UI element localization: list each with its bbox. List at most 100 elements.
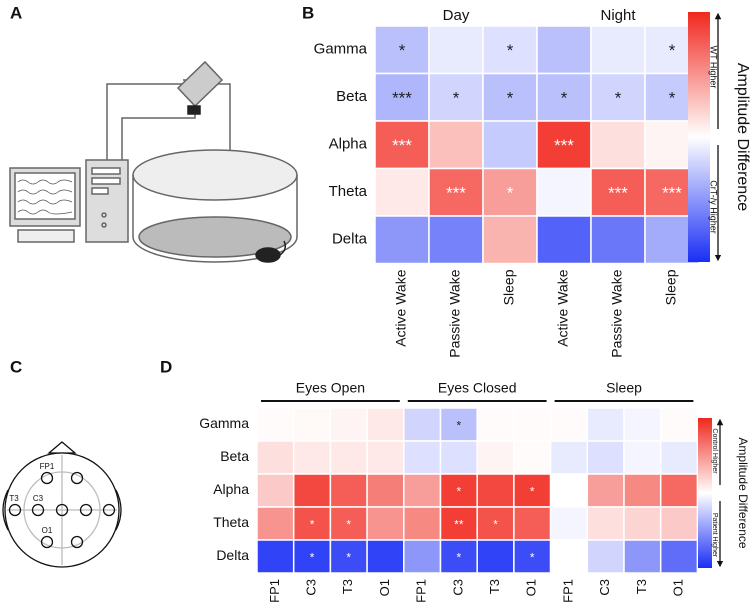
row-label: Theta xyxy=(213,514,249,530)
heatmap-cell xyxy=(428,25,484,75)
heatmap-cell xyxy=(366,473,405,508)
heatmap-cell xyxy=(659,440,699,475)
panel-label: D xyxy=(160,357,172,376)
heatmap-cell xyxy=(256,539,295,574)
heatmap-cell xyxy=(476,440,515,475)
heatmap-cell xyxy=(403,539,442,574)
heatmap-cell xyxy=(366,440,405,475)
group-label: Day xyxy=(443,7,470,24)
significance-label: * xyxy=(561,89,568,108)
heatmap-cell xyxy=(256,440,295,475)
colorbar xyxy=(698,418,712,568)
colorbar-bottom-label: Patient Higher xyxy=(711,513,718,558)
colorbar-bottom-label: CrT-/y Higher xyxy=(709,180,719,234)
heatmap-cell xyxy=(292,473,332,508)
significance-label: *** xyxy=(554,136,574,155)
setup-illustration xyxy=(9,60,298,263)
heatmap-cell xyxy=(374,167,430,217)
significance-label: * xyxy=(346,518,351,532)
column-label: T3 xyxy=(634,579,649,594)
heatmap-cell xyxy=(586,539,625,574)
electrode-label: T3 xyxy=(9,494,19,503)
heatmap-cell xyxy=(623,473,662,508)
significance-label: * xyxy=(457,419,462,433)
significance-label: *** xyxy=(392,89,412,108)
significance-label: * xyxy=(530,551,535,565)
row-label: Alpha xyxy=(329,136,368,153)
heatmap-cell xyxy=(513,473,552,508)
colorbar-top-label: WT Higher xyxy=(709,46,719,89)
significance-label: * xyxy=(507,184,514,203)
row-label: Delta xyxy=(216,547,249,563)
heatmap-cell xyxy=(403,407,442,442)
heatmap-cell xyxy=(292,407,332,442)
column-label: O1 xyxy=(524,579,539,596)
heatmap-cell xyxy=(536,167,592,217)
column-label: Passive Wake xyxy=(609,269,625,357)
column-label: Passive Wake xyxy=(447,269,463,357)
heatmap-cell xyxy=(590,120,646,170)
significance-label: * xyxy=(399,41,406,60)
head-diagram xyxy=(2,441,122,568)
significance-label: *** xyxy=(446,184,466,203)
heatmap-cell xyxy=(366,539,405,574)
heatmap-cell xyxy=(536,215,592,265)
heatmap-cell xyxy=(476,539,515,574)
heatmap-cell xyxy=(659,407,699,442)
heatmap-cell xyxy=(329,539,368,574)
heatmap-cell xyxy=(659,473,699,508)
significance-label: *** xyxy=(392,136,412,155)
panel-label: A xyxy=(10,3,22,22)
heatmap-cell xyxy=(623,407,662,442)
heatmap-cell xyxy=(428,120,484,170)
significance-label: * xyxy=(530,485,535,499)
column-label: FP1 xyxy=(414,579,429,603)
significance-label: *** xyxy=(662,184,682,203)
heatmap-cell xyxy=(374,120,430,170)
heatmap-cell xyxy=(428,215,484,265)
column-label: Sleep xyxy=(663,269,679,305)
column-label: Active Wake xyxy=(393,269,409,346)
heatmap-cell xyxy=(329,407,368,442)
significance-label: * xyxy=(457,485,462,499)
significance-label: * xyxy=(310,551,315,565)
heatmap-cell xyxy=(623,506,662,541)
heatmap-cell xyxy=(292,440,332,475)
significance-label: * xyxy=(457,551,462,565)
heatmap-cell xyxy=(256,407,295,442)
electrode-label: O1 xyxy=(42,526,53,535)
heatmap-cell xyxy=(476,407,515,442)
heatmap-cell xyxy=(374,215,430,265)
heatmap-cell xyxy=(403,506,442,541)
significance-label: * xyxy=(310,518,315,532)
heatmap-cell xyxy=(549,407,589,442)
significance-label: ** xyxy=(454,518,464,532)
column-label: FP1 xyxy=(560,579,575,603)
row-label: Gamma xyxy=(199,415,249,431)
heatmap-cell xyxy=(586,473,625,508)
colorbar-top-label: Control Higher xyxy=(711,428,718,474)
heatmap-cell xyxy=(428,72,484,122)
panel-label: B xyxy=(302,3,314,22)
heatmap-cell xyxy=(513,506,552,541)
column-label: Active Wake xyxy=(555,269,571,346)
electrode-label: C3 xyxy=(33,494,44,503)
heatmap-cell xyxy=(439,539,478,574)
heatmap-cell xyxy=(256,473,295,508)
significance-label: * xyxy=(615,89,622,108)
colorbar-label: Amplitude Difference xyxy=(736,437,750,548)
heatmap-cell xyxy=(482,120,538,170)
heatmap-cell xyxy=(549,473,589,508)
column-label: C3 xyxy=(303,579,318,596)
row-label: Gamma xyxy=(314,41,368,58)
panel-label: C xyxy=(10,357,22,376)
heatmap-cell xyxy=(403,440,442,475)
heatmap-cell xyxy=(586,506,625,541)
heatmap-cell xyxy=(586,440,625,475)
heatmap-cell xyxy=(366,407,405,442)
heatmap-cell xyxy=(428,167,484,217)
column-label: C3 xyxy=(597,579,612,596)
heatmap-cell xyxy=(403,473,442,508)
row-label: Theta xyxy=(329,183,368,200)
row-label: Alpha xyxy=(213,481,249,497)
